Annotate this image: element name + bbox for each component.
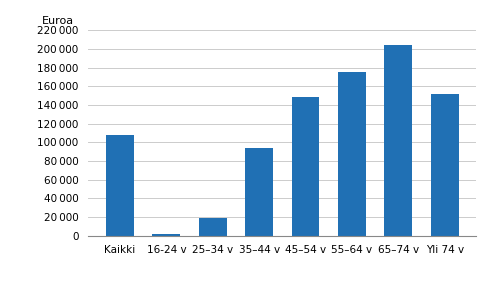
Text: Euroa: Euroa xyxy=(42,16,74,26)
Bar xyxy=(431,94,459,236)
Bar xyxy=(245,148,273,236)
Bar xyxy=(338,72,366,236)
Bar xyxy=(199,218,227,236)
Legend: Nettovarallisuus (varat–velat): Nettovarallisuus (varat–velat) xyxy=(185,297,380,302)
Bar xyxy=(384,45,412,236)
Bar xyxy=(152,234,180,236)
Bar xyxy=(292,98,320,236)
Bar xyxy=(106,136,134,236)
